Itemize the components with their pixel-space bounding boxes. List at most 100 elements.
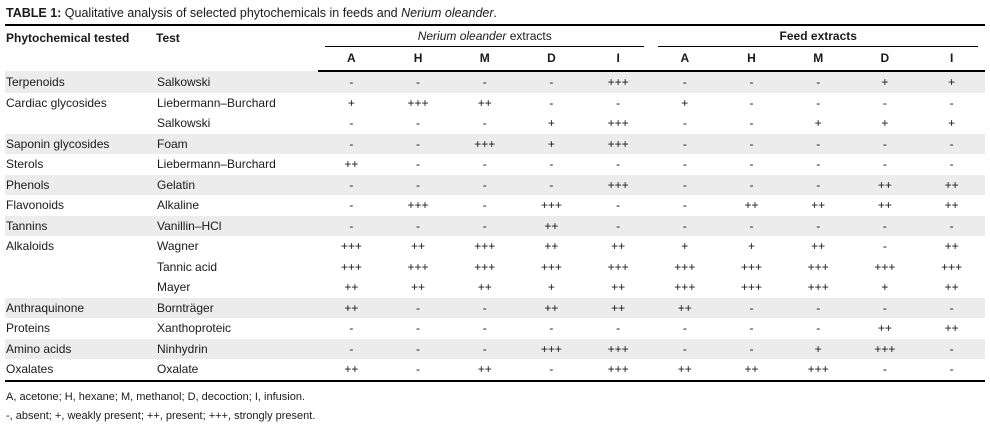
value-cell-feed-m: - <box>816 95 821 110</box>
phytochemical-cell: Oxalates <box>6 362 54 377</box>
footnote-abbreviations: A, acetone; H, hexane; M, methanol; D, d… <box>6 390 305 403</box>
subcol-nerium-h: H <box>384 47 452 72</box>
value-cell-feed-a: - <box>651 133 719 154</box>
phytochemical-cell: Proteins <box>6 321 51 336</box>
test-cell: Salkowski <box>155 71 318 93</box>
subcol-feed-m: M <box>784 47 852 72</box>
value-cell-feed-i: + <box>918 71 985 93</box>
value-cell-feed-h: + <box>747 239 755 254</box>
value-cell-nerium-a: - <box>349 321 354 336</box>
value-cell-feed-a: - <box>651 71 719 93</box>
value-cell-nerium-d: +++ <box>540 259 562 274</box>
value-cell-feed-i: ++ <box>944 239 959 254</box>
col-header-test: Test <box>156 31 180 45</box>
phytochemical-cell: Phenols <box>5 174 155 195</box>
value-cell-feed-i: + <box>948 116 956 131</box>
value-cell-feed-h: - <box>749 95 754 110</box>
value-cell-feed-h: +++ <box>740 280 763 295</box>
value-cell-nerium-d: ++ <box>544 239 559 254</box>
test-cell: Tannic acid <box>157 259 218 274</box>
footnotes: A, acetone; H, hexane; M, methanol; D, d… <box>5 382 985 426</box>
value-cell-feed-d: + <box>851 71 919 93</box>
value-cell-feed-h: - <box>718 174 785 195</box>
group-header-nerium: Nerium oleander extracts <box>318 26 651 47</box>
value-cell-feed-i: - <box>918 133 985 154</box>
subcol-feed-h: H <box>718 47 785 72</box>
value-cell-nerium-a: +++ <box>340 259 362 274</box>
value-cell-feed-h: - <box>749 321 754 336</box>
value-cell-nerium-d: - <box>549 362 554 377</box>
value-cell-nerium-i: - <box>616 95 621 110</box>
table-row: Saponin glycosides Foam - - +++ + +++ - … <box>5 133 985 154</box>
table-title: TABLE 1: Qualitative analysis of selecte… <box>5 2 985 26</box>
value-cell-feed-d: +++ <box>851 338 919 359</box>
value-cell-feed-d: - <box>882 362 887 377</box>
value-cell-nerium-h: - <box>416 157 421 172</box>
test-cell: Bornträger <box>155 297 318 318</box>
value-cell-nerium-d: ++ <box>518 297 585 318</box>
phytochemical-cell <box>5 257 155 278</box>
value-cell-feed-d: - <box>882 95 887 110</box>
phytochemical-cell <box>5 277 155 298</box>
value-cell-feed-m: - <box>784 297 852 318</box>
value-cell-nerium-m: - <box>451 174 519 195</box>
value-cell-nerium-i: ++ <box>584 297 652 318</box>
test-cell: Liebermann–Burchard <box>157 95 276 110</box>
value-cell-nerium-i: +++ <box>607 116 629 131</box>
subcol-nerium-d: D <box>518 47 585 72</box>
value-cell-feed-i: +++ <box>941 259 963 274</box>
value-cell-nerium-h: - <box>384 297 452 318</box>
table-row: Proteins Xanthoproteic - - - - - - - - +… <box>5 318 985 339</box>
subcol-feed-a: A <box>651 47 719 72</box>
col-header-phytochemical: Phytochemical tested <box>6 31 130 45</box>
value-cell-nerium-a: - <box>318 71 385 93</box>
value-cell-feed-i: ++ <box>944 280 959 295</box>
value-cell-nerium-d: - <box>549 321 554 336</box>
table-row: Mayer ++ ++ ++ + ++ +++ +++ +++ + ++ <box>5 277 985 298</box>
value-cell-nerium-i: ++ <box>611 280 626 295</box>
phytochemical-cell: Flavonoids <box>6 198 65 213</box>
value-cell-feed-a: - <box>682 198 687 213</box>
value-cell-feed-a: +++ <box>674 280 696 295</box>
table-row: Anthraquinone Bornträger ++ - - ++ ++ ++… <box>5 297 985 318</box>
value-cell-nerium-h: - <box>384 174 452 195</box>
table-row: Salkowski - - - + +++ - - + + + <box>5 113 985 134</box>
value-cell-nerium-d: + <box>547 280 555 295</box>
value-cell-nerium-h: ++ <box>411 239 426 254</box>
value-cell-feed-i: - <box>918 215 985 236</box>
group-header-feed: Feed extracts <box>651 26 985 47</box>
test-cell: Vanillin–HCl <box>155 215 318 236</box>
value-cell-feed-i: ++ <box>944 198 959 213</box>
value-cell-nerium-m: ++ <box>477 95 492 110</box>
value-cell-nerium-a: - <box>349 198 354 213</box>
value-cell-nerium-d: +++ <box>540 198 562 213</box>
value-cell-nerium-h: - <box>384 71 452 93</box>
subcol-feed-d: D <box>851 47 919 72</box>
value-cell-nerium-m: - <box>482 321 487 336</box>
value-cell-feed-h: ++ <box>744 198 759 213</box>
value-cell-nerium-m: +++ <box>474 259 496 274</box>
value-cell-nerium-a: + <box>347 95 355 110</box>
value-cell-feed-a: ++ <box>651 297 719 318</box>
value-cell-feed-m: +++ <box>807 362 829 377</box>
value-cell-nerium-h: - <box>384 133 452 154</box>
value-cell-feed-i: - <box>949 157 954 172</box>
value-cell-nerium-m: ++ <box>477 362 492 377</box>
value-cell-feed-m: +++ <box>807 280 829 295</box>
value-cell-nerium-a: ++ <box>344 362 359 377</box>
value-cell-feed-h: - <box>718 71 785 93</box>
value-cell-nerium-a: - <box>318 174 385 195</box>
value-cell-nerium-a: - <box>349 116 354 131</box>
value-cell-nerium-m: - <box>482 198 487 213</box>
value-cell-nerium-m: ++ <box>477 280 492 295</box>
phytochemical-cell: Sterols <box>6 157 44 172</box>
phytochemical-cell: Anthraquinone <box>5 297 155 318</box>
title-period: . <box>493 6 498 20</box>
subcol-feed-i: I <box>918 47 985 72</box>
value-cell-nerium-m: +++ <box>474 239 496 254</box>
title-species: Nerium oleander <box>401 6 494 20</box>
value-cell-nerium-i: +++ <box>584 133 652 154</box>
value-cell-nerium-d: - <box>518 71 585 93</box>
phytochemical-cell: Tannins <box>5 215 155 236</box>
value-cell-feed-a: - <box>651 338 719 359</box>
